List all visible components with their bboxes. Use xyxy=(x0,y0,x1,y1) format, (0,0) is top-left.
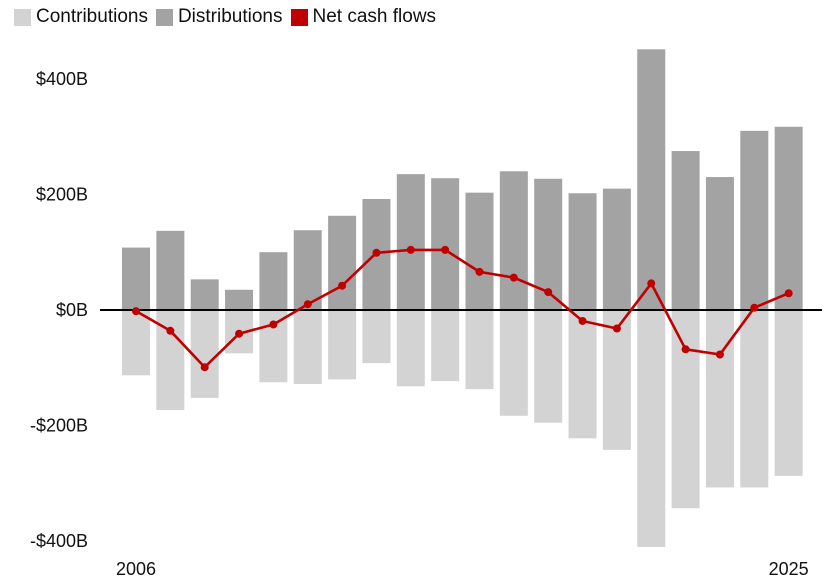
distribution-bar-2023 xyxy=(705,177,734,310)
legend-swatch-distributions xyxy=(155,8,173,26)
contribution-bar-2012 xyxy=(328,310,357,380)
net-cash-flow-point-2015 xyxy=(441,245,450,254)
net-cash-flow-point-2016 xyxy=(475,267,484,276)
legend-swatch-contributions xyxy=(14,8,31,26)
net-cash-flow-point-2023 xyxy=(715,350,724,359)
contribution-bar-2020 xyxy=(602,310,631,450)
distribution-bar-2017 xyxy=(499,171,528,310)
contribution-bar-2019 xyxy=(568,310,597,439)
net-cash-flow-point-2013 xyxy=(372,248,381,257)
distribution-bar-2020 xyxy=(602,188,631,310)
contribution-bar-2006 xyxy=(122,310,150,376)
y-tick-label: $0B xyxy=(56,300,88,320)
net-cash-flow-point-2022 xyxy=(681,345,690,354)
x-tick-label: 2025 xyxy=(769,559,809,579)
distribution-bar-2008 xyxy=(190,279,219,310)
contribution-bar-2008 xyxy=(190,310,219,398)
legend-label-net-cash-flows: Net cash flows xyxy=(312,6,437,27)
net-cash-flow-point-2008 xyxy=(200,363,209,372)
distribution-bar-2011 xyxy=(293,230,322,310)
legend-item-net-cash-flows: Net cash flows xyxy=(290,6,437,28)
contribution-bar-2024 xyxy=(740,310,769,488)
net-cash-flow-point-2014 xyxy=(406,245,415,254)
y-tick-label: $200B xyxy=(36,184,88,204)
contribution-bar-2023 xyxy=(705,310,734,488)
contribution-bar-2013 xyxy=(362,310,391,364)
legend-swatch-net-cash-flows xyxy=(290,8,308,26)
net-cash-flow-point-2010 xyxy=(269,320,278,329)
net-cash-flow-point-2007 xyxy=(166,326,175,335)
contribution-bar-2018 xyxy=(534,310,563,423)
distribution-bar-2021 xyxy=(637,49,666,311)
distribution-bar-2009 xyxy=(225,289,254,310)
legend: Contributions Distributions Net cash flo… xyxy=(14,6,436,28)
distribution-bar-2016 xyxy=(465,192,494,310)
net-cash-flow-point-2017 xyxy=(509,273,518,282)
net-cash-flow-point-2019 xyxy=(578,316,587,325)
net-cash-flow-point-2025 xyxy=(784,289,793,298)
legend-item-distributions: Distributions xyxy=(155,6,283,28)
distribution-bar-2022 xyxy=(671,151,700,310)
distribution-bar-2024 xyxy=(740,130,769,310)
contribution-bar-2017 xyxy=(499,310,528,416)
legend-label-distributions: Distributions xyxy=(177,6,283,27)
net-cash-flow-point-2018 xyxy=(544,288,553,297)
distribution-bar-2015 xyxy=(431,178,460,310)
distribution-bar-2010 xyxy=(259,252,288,310)
y-tick-label: -$200B xyxy=(30,416,88,436)
contribution-bar-2025 xyxy=(774,310,803,476)
net-cash-flow-point-2006 xyxy=(132,307,140,316)
net-cash-flow-point-2020 xyxy=(612,324,621,333)
distribution-bar-2007 xyxy=(156,230,185,310)
contribution-bar-2011 xyxy=(293,310,322,384)
net-cash-flows-line xyxy=(135,248,790,369)
net-cash-flow-point-2009 xyxy=(235,329,244,338)
contribution-bar-2016 xyxy=(465,310,494,390)
x-tick-label: 2006 xyxy=(116,559,156,579)
net-cash-flow-point-2021 xyxy=(647,279,656,288)
legend-item-contributions: Contributions xyxy=(14,6,148,28)
distribution-bar-2012 xyxy=(328,215,357,310)
legend-label-contributions: Contributions xyxy=(36,6,148,27)
contribution-bar-2014 xyxy=(396,310,425,387)
contribution-bar-2021 xyxy=(637,310,666,547)
net-cash-flow-point-2024 xyxy=(750,303,759,312)
distribution-bar-2006 xyxy=(122,247,150,310)
contribution-bar-2022 xyxy=(671,310,700,509)
distribution-bar-2019 xyxy=(568,193,597,310)
y-tick-label: -$400B xyxy=(30,531,88,551)
net-cash-flow-point-2012 xyxy=(338,281,347,290)
distribution-bar-2014 xyxy=(396,174,425,310)
net-cash-flow-point-2011 xyxy=(303,300,312,309)
distribution-bar-2025 xyxy=(774,126,803,310)
y-tick-label: $400B xyxy=(36,69,88,89)
contribution-bar-2015 xyxy=(431,310,460,382)
